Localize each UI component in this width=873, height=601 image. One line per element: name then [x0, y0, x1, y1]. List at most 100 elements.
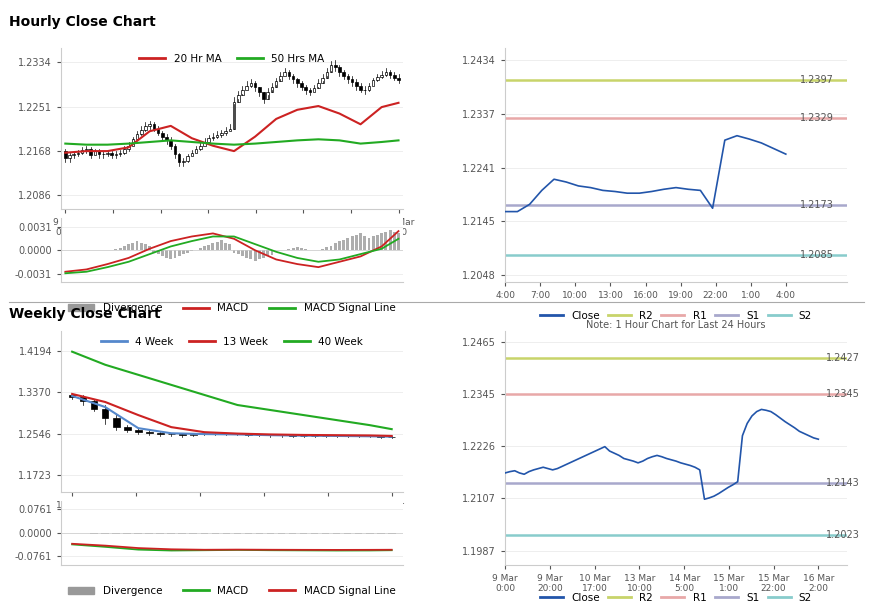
Bar: [123, 246, 126, 250]
4 Week: [100, 403, 110, 410]
20 Hr MA: [313, 102, 324, 109]
Bar: [216, 242, 218, 250]
4 Week: [364, 433, 375, 440]
Bar: [385, 72, 387, 75]
Bar: [355, 82, 358, 85]
Bar: [140, 243, 142, 250]
Bar: [81, 150, 84, 153]
Bar: [199, 248, 202, 250]
Line: Close: Close: [505, 136, 786, 212]
Close: [538, 463, 548, 471]
13 Week: [299, 432, 309, 439]
Close: [732, 132, 742, 139]
Bar: [372, 81, 375, 85]
40 Week: [332, 416, 342, 424]
40 Week: [364, 421, 375, 429]
Bar: [229, 129, 231, 131]
Close: [646, 188, 656, 195]
Bar: [258, 87, 261, 92]
40 Week: [387, 426, 397, 433]
Bar: [195, 149, 197, 153]
Bar: [113, 532, 120, 534]
13 Week: [166, 424, 176, 431]
Bar: [244, 532, 252, 534]
Bar: [250, 83, 252, 85]
Bar: [201, 532, 209, 534]
Bar: [354, 532, 362, 534]
50 Hrs MA: [250, 140, 260, 147]
Bar: [189, 532, 197, 534]
Bar: [271, 250, 273, 255]
Bar: [317, 83, 320, 88]
Legend: Close, R2, R1, S1, S2: Close, R2, R1, S1, S2: [536, 307, 816, 325]
4 Week: [387, 433, 397, 441]
Text: 1.2397: 1.2397: [801, 76, 835, 85]
Bar: [296, 79, 299, 83]
Bar: [338, 67, 340, 72]
R1: [512, 115, 523, 122]
Bar: [135, 430, 141, 432]
Bar: [224, 243, 227, 250]
Bar: [363, 236, 367, 250]
20 Hr MA: [376, 103, 387, 111]
Bar: [237, 96, 239, 102]
20 Hr MA: [60, 149, 71, 156]
Bar: [313, 88, 315, 92]
Close: [780, 150, 791, 157]
Close: [670, 184, 681, 191]
Bar: [376, 77, 379, 81]
50 Hrs MA: [376, 138, 387, 145]
Bar: [377, 532, 384, 534]
Bar: [296, 247, 299, 250]
Bar: [211, 136, 214, 138]
R2: [512, 77, 523, 84]
Bar: [148, 124, 151, 126]
50 Hrs MA: [355, 140, 366, 147]
13 Week: [67, 390, 78, 397]
Close: [622, 189, 632, 197]
Bar: [64, 151, 66, 158]
Legend: 20 Hr MA, 50 Hrs MA: 20 Hr MA, 50 Hrs MA: [135, 50, 329, 69]
13 Week: [332, 432, 342, 439]
20 Hr MA: [229, 147, 239, 154]
Bar: [98, 151, 100, 154]
Bar: [333, 532, 340, 534]
Bar: [111, 153, 113, 156]
4 Week: [199, 430, 210, 438]
R2: [505, 355, 515, 362]
Close: [813, 436, 823, 443]
Bar: [305, 87, 307, 90]
Text: 1.2345: 1.2345: [826, 389, 859, 399]
Bar: [146, 532, 153, 534]
Bar: [384, 232, 388, 250]
40 Week: [100, 361, 110, 368]
Bar: [330, 66, 333, 72]
20 Hr MA: [81, 147, 92, 154]
Close: [500, 208, 511, 215]
13 Week: [232, 430, 243, 437]
Bar: [199, 146, 202, 149]
50 Hrs MA: [334, 137, 345, 144]
40 Week: [265, 406, 276, 413]
S2: [512, 251, 523, 258]
Bar: [368, 238, 370, 250]
Line: 40 Week: 40 Week: [72, 352, 392, 429]
50 Hrs MA: [123, 140, 134, 147]
Close: [512, 208, 523, 215]
Bar: [93, 151, 96, 156]
Close: [756, 139, 766, 147]
20 Hr MA: [123, 144, 134, 151]
Bar: [114, 249, 117, 250]
Bar: [144, 244, 147, 250]
Bar: [169, 250, 172, 260]
Bar: [68, 156, 71, 158]
Legend: 4 Week, 13 Week, 40 Week: 4 Week, 13 Week, 40 Week: [96, 332, 368, 351]
Bar: [245, 250, 248, 258]
13 Week: [387, 432, 397, 439]
Bar: [156, 250, 160, 254]
Bar: [182, 250, 185, 254]
20 Hr MA: [292, 106, 303, 114]
Close: [524, 468, 534, 475]
Bar: [165, 136, 168, 141]
4 Week: [133, 424, 143, 432]
